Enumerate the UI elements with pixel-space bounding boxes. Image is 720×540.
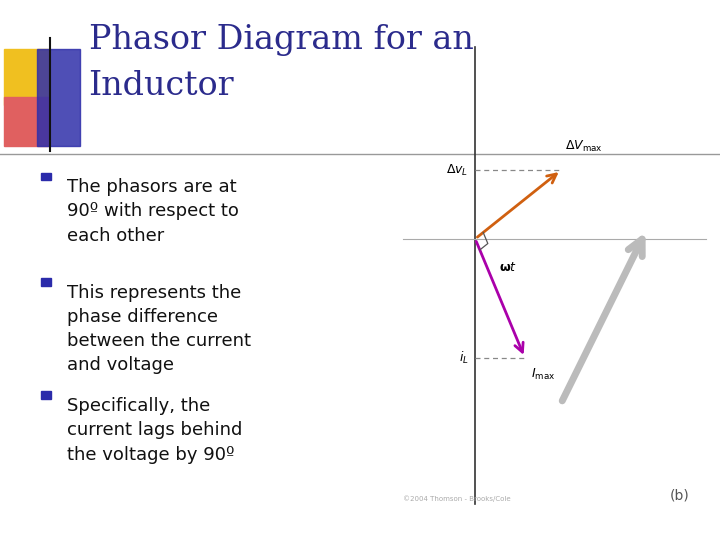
Text: This represents the
phase difference
between the current
and voltage: This represents the phase difference bet… — [67, 284, 251, 374]
Text: The phasors are at
90º with respect to
each other: The phasors are at 90º with respect to e… — [67, 178, 239, 245]
Text: $\mathbf{\omega}t$: $\mathbf{\omega}t$ — [499, 261, 517, 274]
Bar — [4, 49, 48, 105]
Text: $\Delta v_L$: $\Delta v_L$ — [446, 163, 469, 178]
Text: ©2004 Thomson - Brooks/Cole: ©2004 Thomson - Brooks/Cole — [402, 495, 510, 502]
Bar — [37, 49, 80, 146]
Bar — [4, 97, 48, 146]
Text: Specifically, the
current lags behind
the voltage by 90º: Specifically, the current lags behind th… — [67, 397, 243, 463]
Text: $i_L$: $i_L$ — [459, 349, 469, 366]
Bar — [41, 173, 50, 180]
Bar — [41, 392, 50, 399]
Text: Inductor: Inductor — [89, 70, 234, 102]
Text: (b): (b) — [670, 488, 690, 502]
Bar — [41, 278, 50, 286]
Text: Phasor Diagram for an: Phasor Diagram for an — [89, 24, 473, 56]
Text: $I_{\mathrm{max}}$: $I_{\mathrm{max}}$ — [531, 367, 556, 382]
Text: $\Delta V_{\mathrm{max}}$: $\Delta V_{\mathrm{max}}$ — [565, 139, 603, 154]
